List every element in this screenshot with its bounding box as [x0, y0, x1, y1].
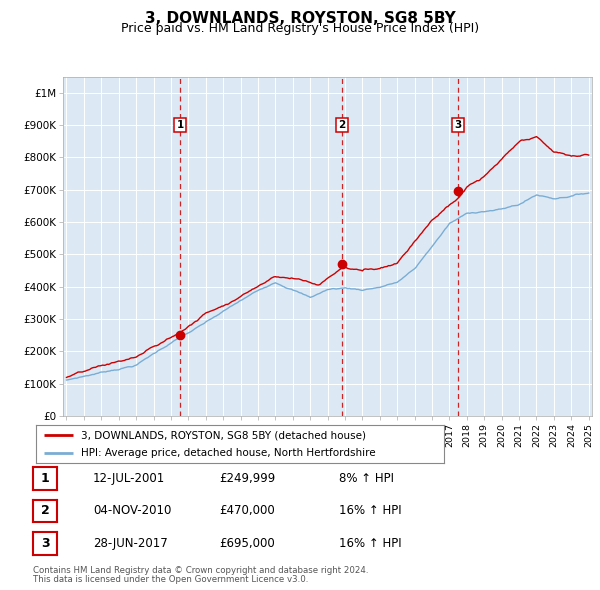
Text: Contains HM Land Registry data © Crown copyright and database right 2024.: Contains HM Land Registry data © Crown c… [33, 566, 368, 575]
Text: 28-JUN-2017: 28-JUN-2017 [93, 537, 168, 550]
Text: 2: 2 [41, 504, 49, 517]
Text: 1: 1 [176, 120, 184, 130]
Text: £249,999: £249,999 [219, 472, 275, 485]
Text: £470,000: £470,000 [219, 504, 275, 517]
Text: 16% ↑ HPI: 16% ↑ HPI [339, 504, 401, 517]
Text: 3: 3 [41, 537, 49, 550]
Text: 3, DOWNLANDS, ROYSTON, SG8 5BY: 3, DOWNLANDS, ROYSTON, SG8 5BY [145, 11, 455, 25]
Text: 3, DOWNLANDS, ROYSTON, SG8 5BY (detached house): 3, DOWNLANDS, ROYSTON, SG8 5BY (detached… [81, 430, 366, 440]
Text: 2: 2 [338, 120, 346, 130]
Text: £695,000: £695,000 [219, 537, 275, 550]
Text: 3: 3 [454, 120, 461, 130]
Text: HPI: Average price, detached house, North Hertfordshire: HPI: Average price, detached house, Nort… [81, 448, 376, 458]
Text: 12-JUL-2001: 12-JUL-2001 [93, 472, 165, 485]
Text: 8% ↑ HPI: 8% ↑ HPI [339, 472, 394, 485]
Text: Price paid vs. HM Land Registry's House Price Index (HPI): Price paid vs. HM Land Registry's House … [121, 22, 479, 35]
Text: 04-NOV-2010: 04-NOV-2010 [93, 504, 172, 517]
Text: 16% ↑ HPI: 16% ↑ HPI [339, 537, 401, 550]
Text: This data is licensed under the Open Government Licence v3.0.: This data is licensed under the Open Gov… [33, 575, 308, 584]
Text: 1: 1 [41, 472, 49, 485]
